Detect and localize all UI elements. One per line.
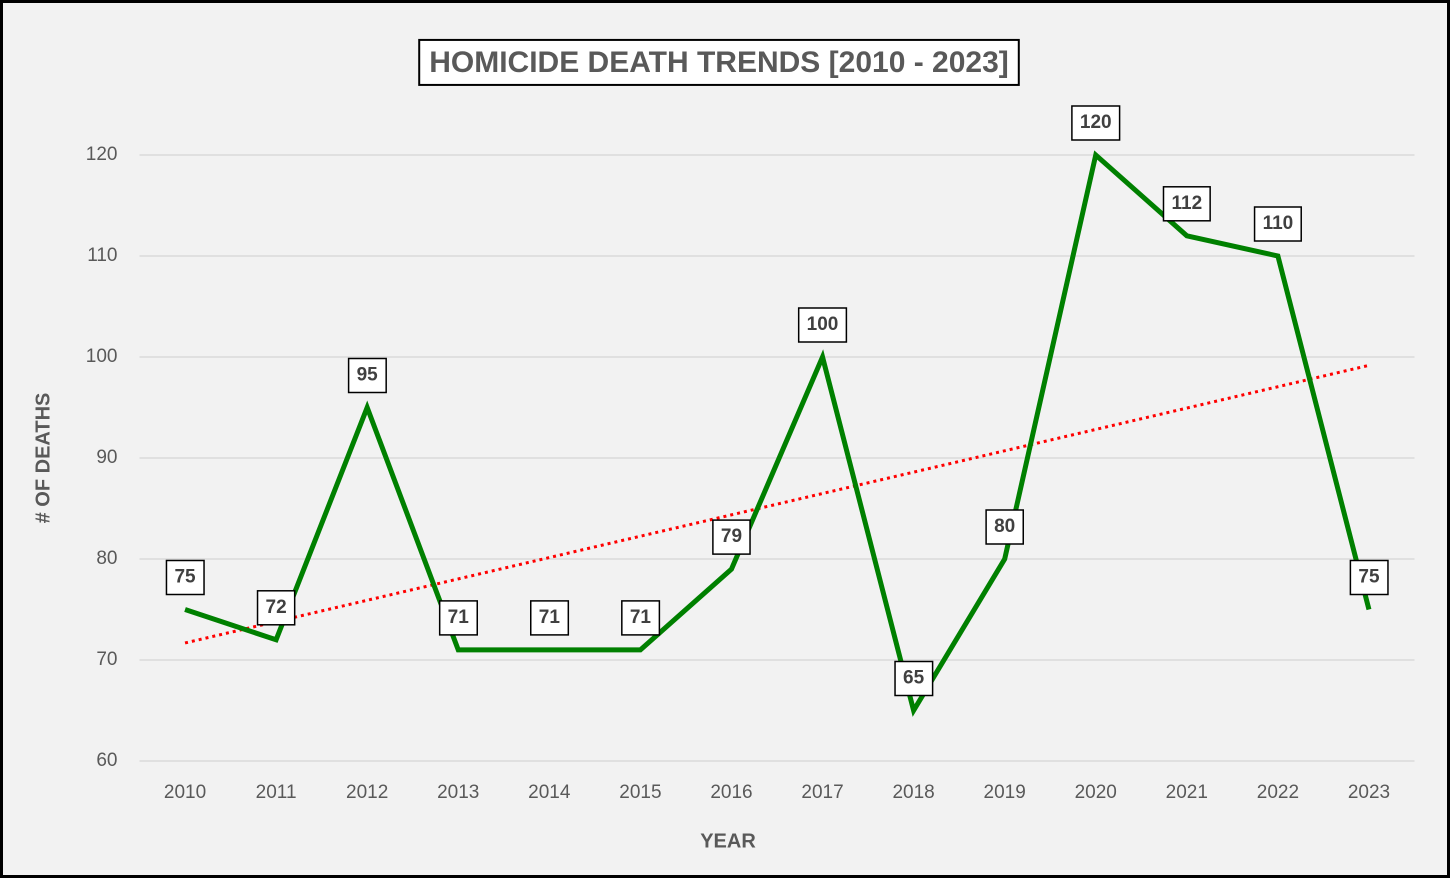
data-label: 71 [539, 607, 561, 628]
data-label-box [1349, 559, 1389, 596]
labels: 60 70 80 90 100 110 120 2010 2011 2012 2013 2014 201… [86, 105, 1390, 803]
y-tick-label: 120 [86, 144, 118, 165]
y-tick-label: 110 [87, 245, 117, 266]
data-label-box [1071, 105, 1121, 141]
data-label-box [165, 559, 205, 596]
data-label-box [894, 660, 934, 697]
x-tick-label: 2018 [892, 782, 934, 803]
data-label: 79 [721, 526, 742, 547]
data-label: 75 [1358, 567, 1380, 588]
y-tick-label: 90 [96, 447, 117, 468]
data-label-box [1162, 186, 1211, 222]
y-tick-label: 60 [96, 750, 117, 771]
x-tick-label: 2023 [1348, 782, 1390, 803]
data-label: 80 [994, 516, 1015, 537]
data-label: 71 [630, 607, 652, 628]
x-tick-label: 2011 [256, 782, 297, 803]
grid [139, 154, 1415, 762]
data-line [184, 150, 1372, 717]
title-box [418, 38, 1020, 86]
data-label-box [530, 600, 570, 636]
x-tick-label: 2015 [619, 782, 661, 803]
y-axis-title: # OF DEATHS [32, 393, 54, 524]
y-tick-label: 70 [96, 649, 117, 670]
data-label-box [438, 600, 478, 636]
x-tick-label: 2010 [164, 782, 206, 803]
x-tick-label: 2022 [1257, 782, 1299, 803]
data-label: 95 [357, 365, 379, 386]
x-axis-title: YEAR [700, 830, 756, 852]
data-label: 100 [807, 314, 839, 335]
data-label-box [1253, 206, 1302, 242]
x-tick-label: 2013 [437, 782, 479, 803]
data-label: 71 [448, 607, 470, 628]
x-tick-label: 2016 [710, 782, 752, 803]
data-label: 120 [1080, 112, 1112, 133]
x-tick-label: 2020 [1075, 782, 1117, 803]
marks [184, 150, 1372, 717]
data-label-box [797, 307, 848, 343]
x-tick-label: 2014 [528, 782, 571, 803]
x-tick-label: 2021 [1166, 782, 1208, 803]
data-label: 75 [174, 567, 196, 588]
x-tick-label: 2012 [346, 782, 388, 803]
y-tick-label: 100 [86, 346, 118, 367]
data-label-box [985, 509, 1024, 545]
data-label-box [347, 357, 387, 394]
data-label: 72 [266, 597, 287, 618]
data-label-box [712, 519, 751, 555]
data-label: 110 [1263, 213, 1294, 234]
data-label: 65 [903, 668, 925, 689]
data-label-box [621, 600, 661, 636]
data-label-box [256, 590, 296, 626]
x-tick-label: 2019 [984, 782, 1026, 803]
data-label: 112 [1171, 193, 1202, 214]
chart-title: HOMICIDE DEATH TRENDS [2010 - 2023] [429, 46, 1009, 79]
y-tick-label: 80 [96, 548, 117, 569]
x-tick-label: 2017 [801, 782, 843, 803]
